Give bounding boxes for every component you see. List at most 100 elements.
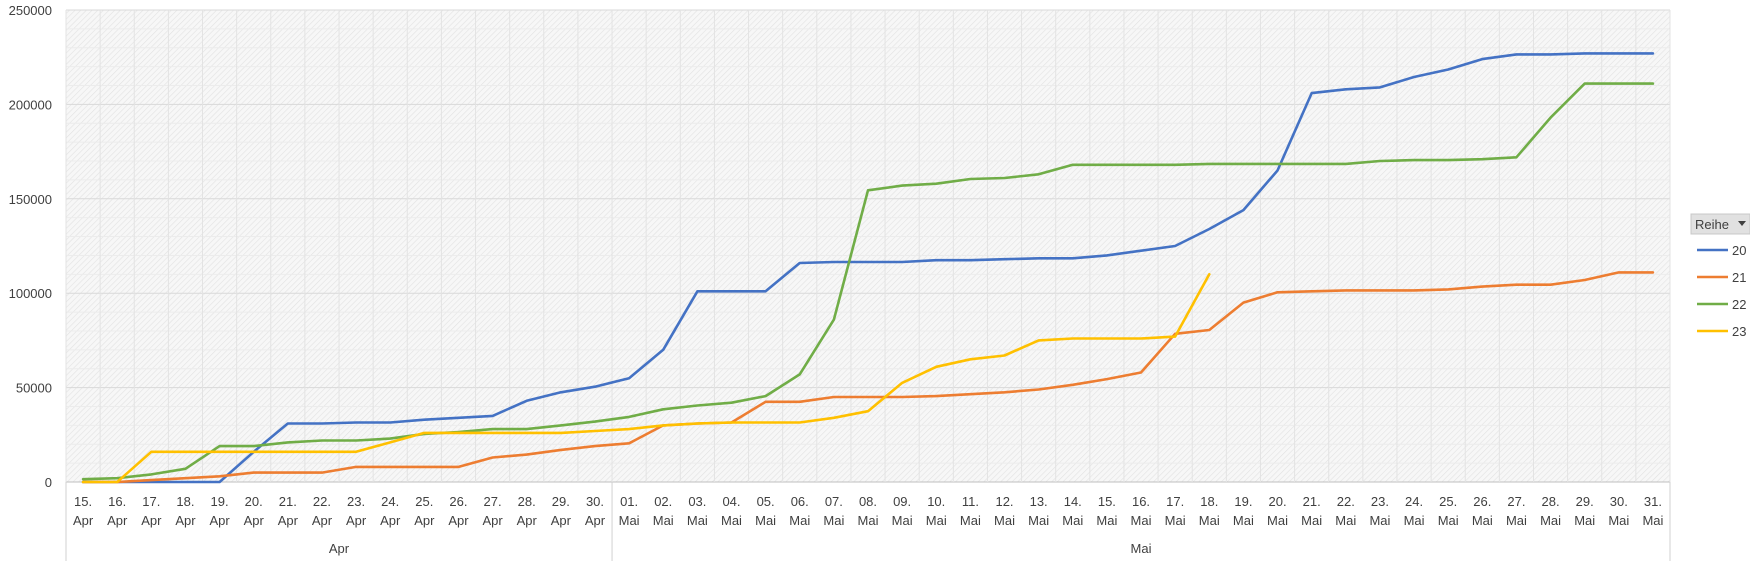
x-tick-label: 21. — [279, 494, 297, 509]
x-tick-label-month: Apr — [482, 513, 503, 528]
x-tick-label: 26. — [449, 494, 467, 509]
x-tick-label-month: Mai — [1404, 513, 1425, 528]
x-tick-label-month: Apr — [209, 513, 230, 528]
x-tick-label-month: Apr — [107, 513, 128, 528]
series-lines — [81, 52, 1655, 484]
x-tick-label: 28. — [518, 494, 536, 509]
x-tick-label-month: Apr — [380, 513, 401, 528]
x-tick-label-month: Mai — [721, 513, 742, 528]
x-tick-label: 18. — [176, 494, 194, 509]
y-tick-label: 0 — [45, 475, 52, 490]
x-tick-label-month: Mai — [687, 513, 708, 528]
x-tick-label-month: Mai — [960, 513, 981, 528]
x-tick-label: 29. — [1576, 494, 1594, 509]
x-tick-label-month: Apr — [278, 513, 299, 528]
x-tick-label: 14. — [1064, 494, 1082, 509]
x-tick-label: 30. — [1610, 494, 1628, 509]
x-tick-label-month: Mai — [892, 513, 913, 528]
y-tick-label: 200000 — [9, 97, 52, 112]
x-tick-label-month: Mai — [1267, 513, 1288, 528]
x-tick-label-month: Apr — [141, 513, 162, 528]
x-tick-label: 11. — [962, 494, 979, 509]
x-tick-label-month: Apr — [551, 513, 572, 528]
x-tick-label: 26. — [1473, 494, 1491, 509]
x-tick-label-month: Mai — [926, 513, 947, 528]
x-tick-label: 24. — [381, 494, 399, 509]
x-tick-label: 16. — [108, 494, 126, 509]
x-tick-label: 15. — [74, 494, 92, 509]
x-tick-label: 29. — [552, 494, 570, 509]
x-tick-label: 12. — [995, 494, 1013, 509]
x-tick-label: 21. — [1303, 494, 1321, 509]
legend-title: Reihe — [1695, 217, 1729, 232]
x-tick-label-month: Mai — [1301, 513, 1322, 528]
x-group-label: Apr — [329, 541, 350, 556]
x-tick-label-month: Mai — [1165, 513, 1186, 528]
x-tick-label: 16. — [1132, 494, 1150, 509]
x-tick-label-month: Mai — [994, 513, 1015, 528]
x-tick-label-month: Mai — [1472, 513, 1493, 528]
x-tick-label: 04. — [722, 494, 740, 509]
x-tick-label: 18. — [1200, 494, 1218, 509]
x-tick-label-month: Mai — [1540, 513, 1561, 528]
x-tick-label-month: Mai — [653, 513, 674, 528]
x-tick-label-month: Apr — [244, 513, 265, 528]
x-tick-label-month: Mai — [1233, 513, 1254, 528]
x-tick-label: 28. — [1542, 494, 1560, 509]
x-tick-label: 19. — [211, 494, 229, 509]
legend-filter-button[interactable] — [1690, 213, 1750, 235]
plot-area-background — [66, 10, 1670, 482]
x-tick-label-month: Apr — [414, 513, 435, 528]
x-tick-label: 17. — [1166, 494, 1184, 509]
x-tick-label: 08. — [859, 494, 877, 509]
y-tick-label: 150000 — [9, 192, 52, 207]
x-tick-label: 03. — [688, 494, 706, 509]
x-tick-label: 30. — [586, 494, 604, 509]
series-line-23 — [81, 273, 1211, 484]
filter-dropdown-icon[interactable] — [1738, 221, 1746, 226]
x-tick-label-month: Apr — [448, 513, 469, 528]
x-tick-label: 17. — [142, 494, 160, 509]
x-tick-label-month: Mai — [1369, 513, 1390, 528]
series-line-22 — [81, 82, 1655, 481]
x-tick-label-month: Mai — [1574, 513, 1595, 528]
x-tick-label-month: Mai — [1335, 513, 1356, 528]
x-tick-label: 27. — [484, 494, 502, 509]
x-tick-label: 01. — [620, 494, 638, 509]
x-tick-label-month: Apr — [517, 513, 538, 528]
x-tick-label: 05. — [757, 494, 775, 509]
x-tick-label: 06. — [791, 494, 809, 509]
x-tick-label: 25. — [415, 494, 433, 509]
x-tick-label: 31. — [1644, 494, 1662, 509]
x-group-label: Mai — [1131, 541, 1152, 556]
x-tick-label-month: Apr — [312, 513, 333, 528]
x-tick-label-month: Mai — [1096, 513, 1117, 528]
x-tick-label-month: Mai — [619, 513, 640, 528]
x-tick-label: 02. — [654, 494, 672, 509]
x-tick-label-month: Apr — [175, 513, 196, 528]
x-tick-label: 22. — [313, 494, 331, 509]
x-tick-label: 07. — [825, 494, 843, 509]
x-tick-label-month: Apr — [585, 513, 606, 528]
x-tick-label-month: Mai — [1028, 513, 1049, 528]
x-tick-label: 13. — [1030, 494, 1048, 509]
x-axis: 15. Apr 16. Apr 17. Apr 18. Apr 19. Apr 20. Apr 21. A… — [65, 482, 1671, 561]
x-tick-label: 22. — [1337, 494, 1355, 509]
x-tick-label: 23. — [1371, 494, 1389, 509]
y-axis: 0 50000 100000 150000 200000 250000 — [9, 3, 52, 490]
x-tick-label-month: Mai — [1608, 513, 1629, 528]
legend-label-22: 22 — [1732, 297, 1746, 312]
y-tick-label: 100000 — [9, 286, 52, 301]
x-tick-label: 24. — [1405, 494, 1423, 509]
legend-label-20: 20 — [1732, 243, 1746, 258]
x-tick-label: 19. — [1234, 494, 1252, 509]
x-tick-label: 23. — [347, 494, 365, 509]
x-tick-label-month: Mai — [823, 513, 844, 528]
y-tick-label: 50000 — [16, 381, 52, 396]
x-tick-label-month: Mai — [1642, 513, 1663, 528]
x-tick-label-month: Mai — [1199, 513, 1220, 528]
x-tick-label: 09. — [893, 494, 911, 509]
x-tick-label-month: Mai — [1131, 513, 1152, 528]
